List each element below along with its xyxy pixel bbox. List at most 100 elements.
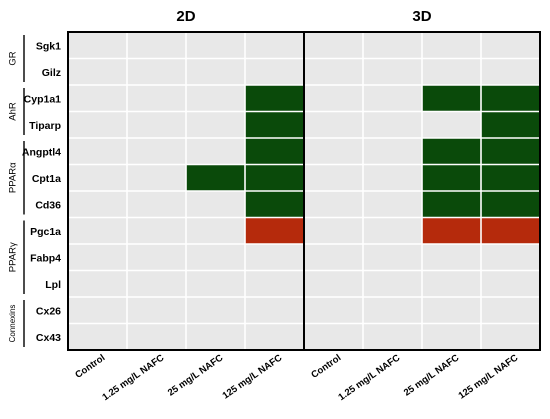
row-label-Cx26: Cx26 [36, 305, 61, 317]
x-tick-2D-0: Control [73, 352, 107, 380]
cell-3D-Sgk1-3 [481, 32, 540, 59]
cell-3D-Tiparp-0 [304, 111, 363, 138]
cell-3D-Sgk1-0 [304, 32, 363, 59]
cell-2D-Sgk1-1 [127, 32, 186, 59]
cell-3D-Cd36-2 [422, 191, 481, 218]
cell-3D-Lpl-2 [422, 270, 481, 297]
x-tick-2D-2: 25 mg/L NAFC [166, 352, 225, 398]
cell-2D-Lpl-3 [245, 270, 304, 297]
row-label-Gilz: Gilz [42, 67, 61, 79]
cell-2D-Lpl-0 [68, 270, 127, 297]
cell-3D-Angptl4-3 [481, 138, 540, 165]
cell-2D-Cpt1a-0 [68, 164, 127, 191]
row-label-Lpl: Lpl [45, 279, 61, 291]
cell-2D-Cpt1a-1 [127, 164, 186, 191]
cell-3D-Pgc1a-0 [304, 217, 363, 244]
group-label-4: Connexins [8, 305, 17, 343]
cell-3D-Cyp1a1-0 [304, 85, 363, 112]
cell-3D-Sgk1-1 [363, 32, 422, 59]
cell-3D-Fabp4-1 [363, 244, 422, 271]
cell-3D-Gilz-1 [363, 58, 422, 85]
cell-2D-Cd36-1 [127, 191, 186, 218]
heatmap-cells [68, 32, 540, 350]
cell-2D-Pgc1a-3 [245, 217, 304, 244]
cell-2D-Fabp4-0 [68, 244, 127, 271]
cell-2D-Cx26-3 [245, 297, 304, 324]
cell-2D-Cd36-0 [68, 191, 127, 218]
cell-2D-Fabp4-3 [245, 244, 304, 271]
cell-2D-Pgc1a-0 [68, 217, 127, 244]
cell-2D-Pgc1a-2 [186, 217, 245, 244]
cell-2D-Cyp1a1-0 [68, 85, 127, 112]
row-label-Fabp4: Fabp4 [30, 252, 61, 264]
cell-3D-Fabp4-0 [304, 244, 363, 271]
panel-title-2D: 2D [176, 8, 195, 25]
cell-2D-Angptl4-0 [68, 138, 127, 165]
cell-3D-Gilz-3 [481, 58, 540, 85]
cell-2D-Cx43-1 [127, 323, 186, 350]
cell-2D-Cx26-0 [68, 297, 127, 324]
row-label-Tiparp: Tiparp [29, 120, 61, 132]
cell-2D-Cx43-0 [68, 323, 127, 350]
cell-3D-Pgc1a-1 [363, 217, 422, 244]
cell-3D-Pgc1a-3 [481, 217, 540, 244]
cell-2D-Cpt1a-3 [245, 164, 304, 191]
group-label-1: AhR [8, 102, 19, 121]
cell-3D-Cx26-1 [363, 297, 422, 324]
cell-3D-Cd36-1 [363, 191, 422, 218]
x-tick-2D-3: 125 mg/L NAFC [221, 352, 285, 401]
cell-3D-Cx26-2 [422, 297, 481, 324]
cell-2D-Sgk1-3 [245, 32, 304, 59]
cell-3D-Fabp4-3 [481, 244, 540, 271]
panel-title-3D: 3D [412, 8, 431, 25]
group-label-3: PPARγ [8, 242, 19, 272]
row-label-Cd36: Cd36 [35, 199, 61, 211]
cell-2D-Angptl4-3 [245, 138, 304, 165]
x-tick-3D-0: Control [309, 352, 343, 380]
cell-3D-Cyp1a1-1 [363, 85, 422, 112]
group-label-2: PPARα [8, 162, 19, 193]
cell-2D-Fabp4-1 [127, 244, 186, 271]
group-label-0: GR [8, 51, 19, 65]
cell-2D-Tiparp-3 [245, 111, 304, 138]
cell-2D-Sgk1-2 [186, 32, 245, 59]
row-label-Cpt1a: Cpt1a [32, 173, 61, 185]
cell-3D-Cyp1a1-2 [422, 85, 481, 112]
x-tick-2D-1: 1.25 mg/L NAFC [100, 352, 166, 403]
cell-2D-Gilz-1 [127, 58, 186, 85]
row-label-Angptl4: Angptl4 [22, 146, 61, 158]
cell-3D-Cpt1a-0 [304, 164, 363, 191]
cell-3D-Tiparp-3 [481, 111, 540, 138]
cell-2D-Cx26-1 [127, 297, 186, 324]
cell-2D-Cyp1a1-1 [127, 85, 186, 112]
cell-3D-Lpl-1 [363, 270, 422, 297]
panel-frame-3D [303, 31, 541, 351]
panel-frames [67, 31, 541, 351]
cell-2D-Cyp1a1-2 [186, 85, 245, 112]
cell-3D-Cyp1a1-3 [481, 85, 540, 112]
cell-2D-Cyp1a1-3 [245, 85, 304, 112]
cell-2D-Cx43-2 [186, 323, 245, 350]
cell-2D-Fabp4-2 [186, 244, 245, 271]
cell-3D-Sgk1-2 [422, 32, 481, 59]
cell-3D-Tiparp-1 [363, 111, 422, 138]
cell-2D-Cx43-3 [245, 323, 304, 350]
cell-3D-Lpl-0 [304, 270, 363, 297]
cell-2D-Cd36-2 [186, 191, 245, 218]
cell-2D-Cx26-2 [186, 297, 245, 324]
cell-3D-Cx43-1 [363, 323, 422, 350]
x-tick-3D-3: 125 mg/L NAFC [457, 352, 521, 401]
cell-2D-Tiparp-0 [68, 111, 127, 138]
cell-2D-Angptl4-2 [186, 138, 245, 165]
x-tick-3D-2: 25 mg/L NAFC [402, 352, 461, 398]
cell-3D-Tiparp-2 [422, 111, 481, 138]
cell-3D-Angptl4-2 [422, 138, 481, 165]
cell-3D-Cpt1a-3 [481, 164, 540, 191]
cell-3D-Angptl4-0 [304, 138, 363, 165]
cell-2D-Sgk1-0 [68, 32, 127, 59]
cell-2D-Gilz-2 [186, 58, 245, 85]
cell-3D-Cpt1a-2 [422, 164, 481, 191]
cell-3D-Cd36-3 [481, 191, 540, 218]
cell-3D-Cx26-3 [481, 297, 540, 324]
